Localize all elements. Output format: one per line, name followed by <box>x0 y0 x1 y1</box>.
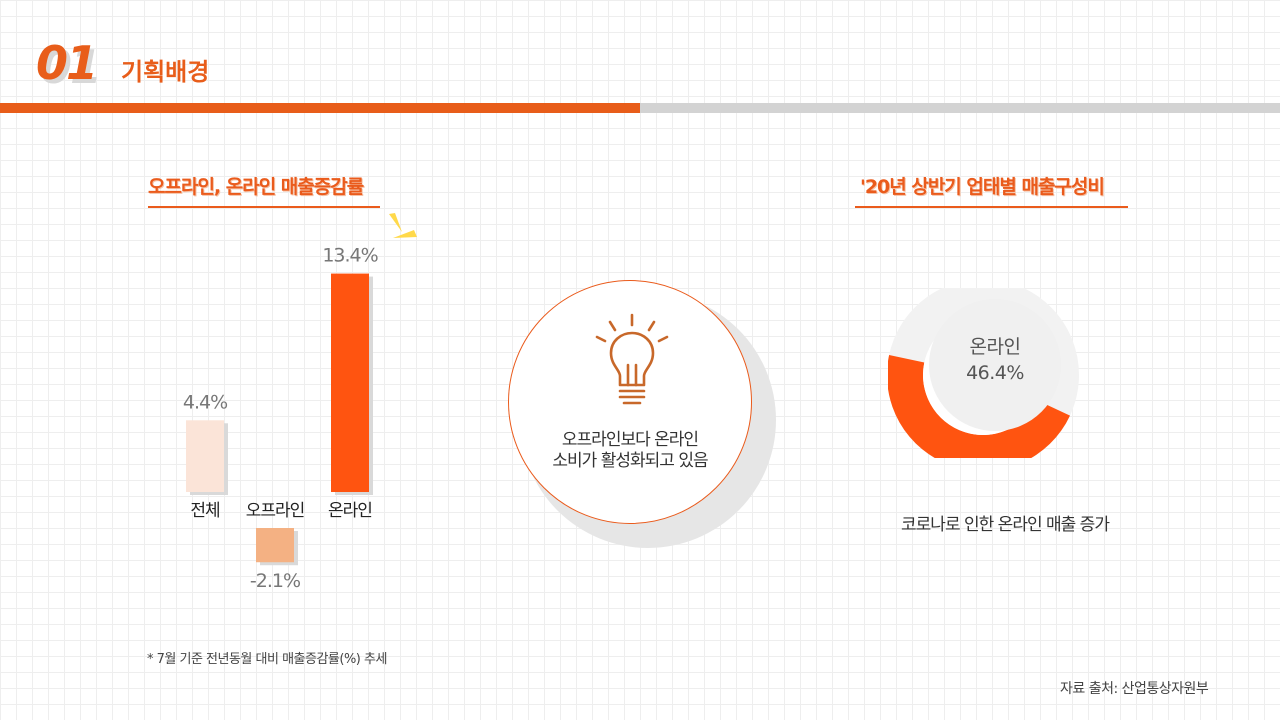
bar-value-label: 4.4% <box>183 391 227 413</box>
source-note: 자료 출처: 산업통상자원부 <box>1060 681 1209 697</box>
callout-text: 오프라인보다 온라인 소비가 활성화되고 있음 <box>530 430 730 472</box>
bar-value-label: 13.4% <box>322 245 377 267</box>
donut-slice-value: 46.4% <box>966 362 1024 384</box>
category-label: 오프라인 <box>246 501 305 521</box>
header-divider <box>640 103 1280 113</box>
lightbulb-icon <box>595 313 669 405</box>
bar-chart-title-underline <box>148 206 380 208</box>
donut-chart-title-underline <box>855 206 1128 208</box>
donut-chart-title: '20년 상반기 업태별 매출구성비 <box>860 176 1105 198</box>
section-number: 01 <box>36 36 98 90</box>
bar-chart-title: 오프라인, 온라인 매출증감률 <box>148 176 364 198</box>
donut-slice-label: 온라인 <box>969 336 1021 358</box>
section-title: 기획배경 <box>121 58 210 86</box>
bar-chart: 4.4% 전체 -2.1% 오프라인 13.4% 온라인 <box>183 245 379 593</box>
header-divider-accent <box>0 103 640 113</box>
category-label: 온라인 <box>328 501 372 521</box>
donut-chart <box>888 288 1079 458</box>
bar-value-label: -2.1% <box>250 570 300 592</box>
donut-center-label: 온라인 46.4% <box>930 334 1060 386</box>
donut-slice-online <box>888 354 1071 458</box>
donut-caption: 코로나로 인한 온라인 매출 증가 <box>901 515 1110 535</box>
callout-line-1: 오프라인보다 온라인 <box>561 430 699 450</box>
bar <box>256 528 294 563</box>
bar-chart-note: * 7월 기준 전년동월 대비 매출증감률(%) 추세 <box>147 652 387 667</box>
bar <box>331 273 369 492</box>
highlight-spark-icon <box>389 213 417 238</box>
category-label: 전체 <box>190 501 219 521</box>
bar <box>186 420 224 492</box>
donut-center-disc <box>929 299 1061 431</box>
callout-line-2: 소비가 활성화되고 있음 <box>552 451 708 471</box>
